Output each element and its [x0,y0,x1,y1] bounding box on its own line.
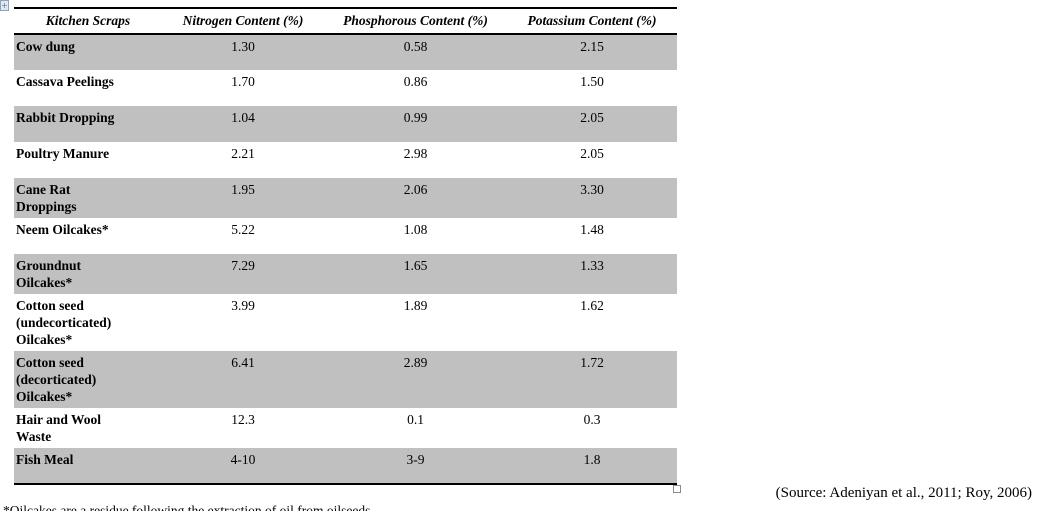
row-label: Cotton seed (undecorticated) Oilcakes* [16,298,112,347]
row-label: Rabbit Dropping [16,110,115,125]
table-row-groundnut-oilcakes: Groundnut Oilcakes* 7.29 1.65 1.33 [14,254,677,294]
column-header-kitchen-scraps: Kitchen Scraps [45,13,131,28]
row-label: Neem Oilcakes* [16,222,109,237]
nitrogen-value: 1.30 [231,39,255,54]
source-citation: (Source: Adeniyan et al., 2011; Roy, 200… [775,485,1032,501]
nitrogen-value: 3.99 [231,298,255,313]
potassium-value: 1.48 [580,222,604,237]
potassium-value: 2.05 [580,146,604,161]
phosphorous-value: 0.1 [407,412,424,427]
phosphorous-value: 0.58 [403,39,428,54]
row-label: Hair and Wool Waste [16,412,102,444]
phosphorous-value: 3-9 [406,452,425,467]
potassium-value: 1.33 [580,258,604,273]
phosphorous-value: 2.98 [403,146,428,161]
table-row-cow-dung: Cow dung 1.30 0.58 2.15 [14,34,677,70]
nitrogen-value: 4-10 [230,452,256,467]
table-row-cane-rat-droppings: Cane Rat Droppings 1.95 2.06 3.30 [14,178,677,218]
nitrogen-value: 1.70 [231,74,255,89]
potassium-value: 2.05 [580,110,604,125]
row-label: Cotton seed (decorticated) Oilcakes* [16,355,97,404]
table-row-hair-and-wool-waste: Hair and Wool Waste 12.3 0.1 0.3 [14,408,677,448]
phosphorous-value: 2.89 [403,355,428,370]
row-label: Poultry Manure [16,146,110,161]
column-header-phosphorous: Phosphorous Content (%) [343,13,488,28]
table-row-cassava-peelings: Cassava Peelings 1.70 0.86 1.50 [14,70,677,106]
nitrogen-value: 12.3 [231,412,255,427]
table-move-handle-icon[interactable]: + [0,0,9,11]
nitrogen-value: 5.22 [231,222,255,237]
table-row-fish-meal: Fish Meal 4-10 3-9 1.8 [14,448,677,484]
phosphorous-value: 0.99 [403,110,428,125]
nitrogen-value: 1.04 [231,110,255,125]
potassium-value: 2.15 [580,39,604,54]
nitrogen-value: 2.21 [231,146,255,161]
nitrogen-value: 6.41 [231,355,255,370]
nitrogen-value: 7.29 [231,258,255,273]
column-header-potassium: Potassium Content (%) [527,13,657,28]
phosphorous-value: 1.89 [403,298,428,313]
phosphorous-value: 1.65 [403,258,428,273]
row-label: Cassava Peelings [16,74,114,89]
potassium-value: 1.62 [580,298,604,313]
table-row-cotton-seed-decorticated: Cotton seed (decorticated) Oilcakes* 6.4… [14,351,677,408]
phosphorous-value: 0.86 [403,74,428,89]
table-row-poultry-manure: Poultry Manure 2.21 2.98 2.05 [14,142,677,178]
footnote-text: *Oilcakes are a residue following the ex… [3,503,371,511]
phosphorous-value: 2.06 [403,182,428,197]
phosphorous-value: 1.08 [403,222,428,237]
row-label: Cow dung [16,39,75,54]
header-row: Kitchen Scraps Nitrogen Content (%) Phos… [14,8,677,34]
potassium-value: 1.50 [580,74,604,89]
table-resize-handle-icon[interactable] [673,485,681,493]
table-row-rabbit-dropping: Rabbit Dropping 1.04 0.99 2.05 [14,106,677,142]
row-label: Fish Meal [16,452,74,467]
row-label: Cane Rat Droppings [16,182,77,214]
row-label: Groundnut Oilcakes* [16,258,82,290]
column-header-nitrogen: Nitrogen Content (%) [182,13,304,28]
table-row-neem-oilcakes: Neem Oilcakes* 5.22 1.08 1.48 [14,218,677,254]
potassium-value: 1.8 [583,452,601,467]
nitrogen-value: 1.95 [231,182,255,197]
potassium-value: 0.3 [583,412,601,427]
kitchen-scraps-npk-table: Kitchen Scraps Nitrogen Content (%) Phos… [14,7,677,485]
table-row-cotton-seed-undecorticated: Cotton seed (undecorticated) Oilcakes* 3… [14,294,677,351]
potassium-value: 3.30 [580,182,604,197]
potassium-value: 1.72 [580,355,604,370]
